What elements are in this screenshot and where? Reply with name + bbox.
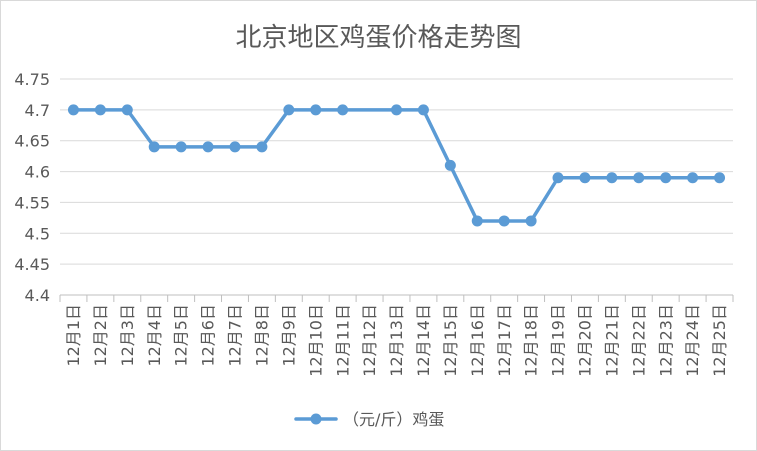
data-point — [471, 215, 483, 227]
x-tick-label: 12月15日 — [441, 304, 460, 377]
data-point — [606, 172, 618, 184]
x-tick-label: 12月8日 — [253, 304, 272, 367]
x-axis — [59, 294, 734, 302]
x-tick-label: 12月10日 — [306, 304, 325, 377]
x-tick-label: 12月18日 — [522, 304, 541, 377]
x-tick-label: 12月21日 — [602, 304, 621, 377]
x-tick-label: 12月11日 — [333, 304, 352, 377]
y-tick-label: 4.5 — [25, 224, 50, 243]
data-point — [498, 215, 510, 227]
x-tick-label: 12月22日 — [629, 304, 648, 377]
x-tick-label: 12月14日 — [414, 304, 433, 377]
data-point — [283, 104, 295, 116]
y-tick-label: 4.6 — [25, 163, 50, 182]
data-point — [633, 172, 645, 184]
x-tick-label: 12月16日 — [468, 304, 487, 377]
data-point — [67, 104, 79, 116]
data-point — [310, 104, 322, 116]
data-point — [337, 104, 349, 116]
x-tick-label: 12月9日 — [279, 304, 298, 367]
data-point — [525, 215, 537, 227]
y-tick-label: 4.7 — [25, 101, 50, 120]
legend-marker — [310, 413, 322, 425]
x-tick-label: 12月13日 — [387, 304, 406, 377]
data-point — [202, 141, 214, 153]
x-tick-label: 12月12日 — [360, 304, 379, 377]
data-point — [229, 141, 241, 153]
x-tick-label: 12月3日 — [118, 304, 137, 367]
x-tick-label: 12月2日 — [91, 304, 110, 367]
y-tick-label: 4.55 — [14, 193, 50, 212]
chart-title: 北京地区鸡蛋价格走势图 — [235, 23, 521, 53]
x-axis-labels: 12月1日 12月2日 12月3日 12月4日 12月5日 12月6日 12月7日 12月8日… — [64, 304, 729, 377]
y-tick-label: 4.4 — [25, 286, 50, 305]
y-axis-labels: 4.4 4.45 4.5 4.55 4.6 4.65 4.7 4.75 — [14, 70, 50, 305]
data-point — [417, 104, 429, 116]
data-point — [391, 104, 402, 116]
x-tick-label: 12月1日 — [64, 304, 83, 367]
data-point — [579, 172, 591, 184]
y-tick-label: 4.45 — [14, 255, 50, 274]
data-point — [687, 172, 699, 184]
x-tick-label: 12月20日 — [576, 304, 595, 377]
series-egg — [67, 104, 726, 227]
x-tick-label: 12月17日 — [495, 304, 514, 377]
x-tick-label: 12月5日 — [172, 304, 191, 367]
x-tick-label: 12月4日 — [145, 304, 164, 367]
data-point — [256, 141, 268, 153]
y-tick-label: 4.75 — [14, 70, 50, 89]
data-point — [148, 141, 160, 153]
x-tick-label: 12月19日 — [549, 304, 568, 377]
data-point — [121, 104, 133, 116]
data-point — [660, 172, 672, 184]
x-tick-label: 12月25日 — [710, 304, 729, 377]
data-point — [444, 159, 456, 171]
data-point — [175, 141, 187, 153]
data-point — [552, 172, 564, 184]
x-tick-label: 12月7日 — [226, 304, 245, 367]
x-tick-label: 12月23日 — [656, 304, 675, 377]
legend: （元/斤）鸡蛋 — [294, 410, 444, 429]
legend-label: （元/斤）鸡蛋 — [343, 410, 444, 429]
x-tick-label: 12月6日 — [199, 304, 218, 367]
data-point — [94, 104, 106, 116]
x-tick-label: 12月24日 — [683, 304, 702, 377]
y-tick-label: 4.65 — [14, 132, 50, 151]
data-point — [714, 172, 726, 184]
